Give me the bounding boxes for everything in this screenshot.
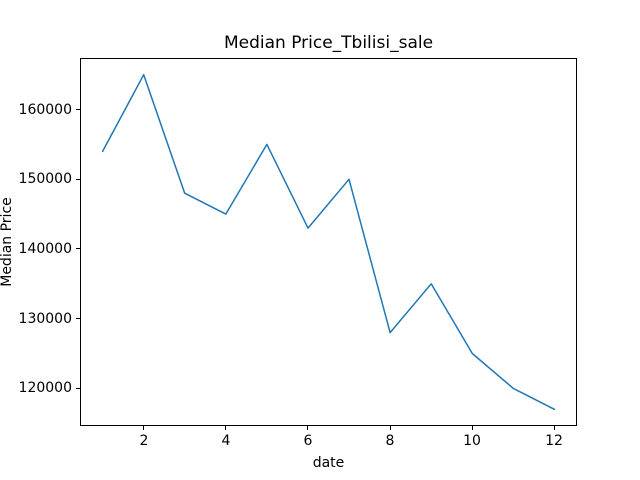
x-tick-label: 10 bbox=[463, 433, 481, 449]
line-chart-svg bbox=[80, 58, 577, 426]
y-tick-mark bbox=[76, 179, 80, 180]
x-tick-label: 6 bbox=[303, 433, 313, 449]
y-tick-mark bbox=[76, 388, 80, 389]
y-tick-label: 130000 bbox=[18, 311, 72, 327]
x-tick-label: 2 bbox=[139, 433, 149, 449]
x-tick-mark bbox=[307, 426, 308, 430]
y-tick-mark bbox=[76, 318, 80, 319]
axes-spines bbox=[80, 58, 577, 426]
y-tick-label: 140000 bbox=[18, 241, 72, 257]
x-axis-label: date bbox=[312, 455, 345, 471]
y-tick-mark bbox=[76, 109, 80, 110]
y-tick-label: 160000 bbox=[18, 102, 72, 118]
x-tick-label: 8 bbox=[385, 433, 395, 449]
x-tick-mark bbox=[225, 426, 226, 430]
line-series bbox=[101, 73, 556, 411]
y-tick-label: 150000 bbox=[18, 171, 72, 187]
x-tick-mark bbox=[390, 426, 391, 430]
x-tick-mark bbox=[143, 426, 144, 430]
x-tick-mark bbox=[472, 426, 473, 430]
x-tick-mark bbox=[554, 426, 555, 430]
y-tick-mark bbox=[76, 248, 80, 249]
chart-title: Median Price_Tbilisi_sale bbox=[223, 33, 434, 53]
x-tick-label: 4 bbox=[221, 433, 231, 449]
y-tick-label: 120000 bbox=[18, 380, 72, 396]
x-tick-label: 12 bbox=[545, 433, 563, 449]
plot-area bbox=[80, 58, 577, 426]
